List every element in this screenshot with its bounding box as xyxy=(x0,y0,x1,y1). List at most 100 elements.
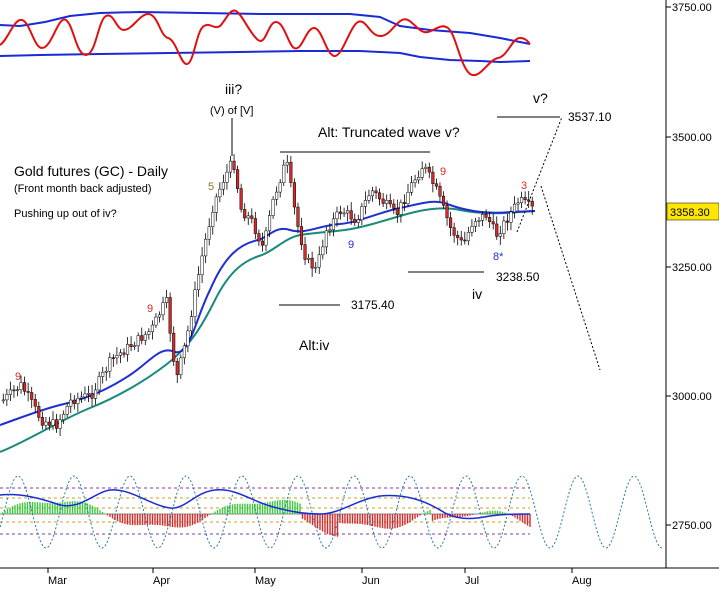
candle-body xyxy=(58,419,62,429)
candle-body xyxy=(207,226,211,240)
candle-body xyxy=(62,414,66,420)
candle-body xyxy=(502,220,506,234)
candle-body xyxy=(129,344,133,348)
candle-body xyxy=(399,202,403,215)
candle-body xyxy=(76,398,80,405)
candle-body xyxy=(307,257,311,260)
count-marker: 9 xyxy=(147,303,153,315)
candle-body xyxy=(236,169,240,189)
y-tick-label: 3750.00 xyxy=(672,2,712,14)
y-tick-label: 2750.00 xyxy=(672,520,712,532)
candle-body xyxy=(395,208,399,215)
candlestick-series xyxy=(1,154,534,436)
candle-body xyxy=(118,352,123,356)
candle-body xyxy=(285,162,289,166)
upper-band-line xyxy=(0,10,531,45)
candle-body xyxy=(189,316,193,332)
candle-body xyxy=(133,345,137,348)
candle-body xyxy=(1,399,5,402)
chart-note: Pushing up out of iv? xyxy=(14,208,117,220)
y-tick-label: 3250.00 xyxy=(672,262,712,274)
candle-body xyxy=(370,190,375,197)
bottom-oscillator-panel xyxy=(0,475,663,549)
candle-body xyxy=(175,361,179,376)
candle-body xyxy=(484,214,488,218)
candle-body xyxy=(431,171,435,184)
candle-body xyxy=(72,399,76,405)
candle-body xyxy=(520,197,524,204)
candle-body xyxy=(228,160,233,173)
candle-body xyxy=(23,382,27,392)
candle-body xyxy=(296,206,300,227)
candle-body xyxy=(324,230,328,248)
x-tick-label: Aug xyxy=(572,575,592,587)
candle-body xyxy=(275,191,279,200)
candle-body xyxy=(392,203,396,209)
candle-body xyxy=(477,220,481,222)
candle-body xyxy=(79,396,83,399)
candle-body xyxy=(161,302,165,316)
candle-body xyxy=(317,254,321,268)
candle-body xyxy=(232,160,236,170)
wave-label-iii-sub: (V) of [V] xyxy=(210,105,253,117)
candle-body xyxy=(154,316,158,326)
candle-body xyxy=(434,183,438,187)
candle-body xyxy=(466,232,470,242)
candle-body xyxy=(257,233,261,242)
candle-body xyxy=(452,227,456,236)
candle-body xyxy=(172,332,176,362)
candle-body xyxy=(427,166,431,173)
candle-body xyxy=(299,226,304,245)
candle-body xyxy=(488,217,492,222)
candle-body xyxy=(55,419,59,429)
candle-body xyxy=(449,217,453,228)
candle-body xyxy=(83,393,87,398)
candle-body xyxy=(243,209,247,219)
candle-body xyxy=(328,229,332,232)
candle-body xyxy=(51,419,55,426)
chart-title: Gold futures (GC) - Daily xyxy=(14,163,168,179)
candle-body xyxy=(438,185,442,197)
candle-body xyxy=(268,215,272,232)
candle-body xyxy=(498,233,502,237)
candle-body xyxy=(225,171,229,183)
candle-body xyxy=(314,266,318,269)
candle-body xyxy=(26,391,30,393)
candle-body xyxy=(140,335,144,341)
candle-body xyxy=(459,237,463,241)
projection-dotted-path xyxy=(516,116,601,371)
lower-band-line xyxy=(0,50,531,64)
candle-body xyxy=(115,355,119,359)
candle-body xyxy=(413,179,417,183)
candle-body xyxy=(342,212,346,215)
candle-body xyxy=(94,389,98,399)
oscillator-histogram xyxy=(1,499,531,537)
last-price-label: 3358.30 xyxy=(670,207,710,219)
y-tick-label: 3500.00 xyxy=(672,132,712,144)
y-tick-label: 3000.00 xyxy=(672,391,712,403)
candle-body xyxy=(289,162,293,183)
candle-body xyxy=(349,210,353,220)
candle-body xyxy=(406,192,410,204)
candle-body xyxy=(363,200,367,207)
candle-body xyxy=(101,371,105,377)
chart-subtitle: (Front month back adjusted) xyxy=(14,183,152,195)
count-marker: 9 xyxy=(348,239,354,251)
candle-body xyxy=(86,393,91,395)
candle-body xyxy=(360,206,364,221)
candle-body xyxy=(420,168,424,178)
oscillator-line xyxy=(0,9,531,77)
candle-body xyxy=(218,188,222,198)
candle-body xyxy=(278,182,282,193)
candle-body xyxy=(402,202,406,204)
candle-body xyxy=(505,220,509,223)
candle-body xyxy=(122,352,126,355)
level-lines xyxy=(279,116,601,371)
x-tick-label: Mar xyxy=(48,575,67,587)
candle-body xyxy=(523,197,527,201)
candle-body xyxy=(470,226,474,233)
x-tick-label: Jul xyxy=(465,575,479,587)
iv-low-label: 3238.50 xyxy=(496,270,540,284)
candle-body xyxy=(193,289,197,317)
